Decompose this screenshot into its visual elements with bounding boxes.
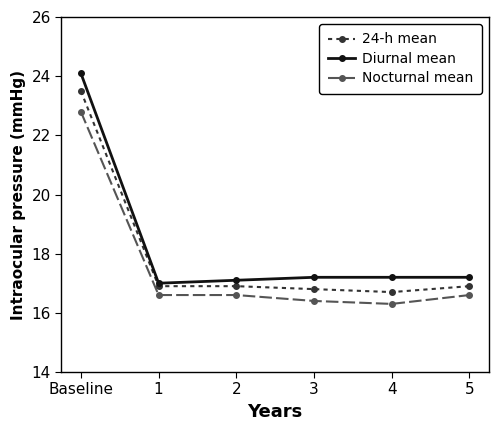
Diurnal mean: [156, 281, 162, 286]
24-h mean: [388, 289, 394, 295]
Diurnal mean: [466, 275, 472, 280]
Diurnal mean: [234, 278, 239, 283]
24-h mean: [78, 89, 84, 94]
Nocturnal mean: [388, 302, 394, 307]
24-h mean: [466, 283, 472, 289]
Nocturnal mean: [78, 109, 84, 114]
Diurnal mean: [78, 71, 84, 76]
X-axis label: Years: Years: [248, 403, 303, 421]
Diurnal mean: [388, 275, 394, 280]
24-h mean: [234, 283, 239, 289]
Legend: 24-h mean, Diurnal mean, Nocturnal mean: 24-h mean, Diurnal mean, Nocturnal mean: [320, 24, 482, 94]
Nocturnal mean: [234, 292, 239, 298]
Line: Nocturnal mean: Nocturnal mean: [78, 109, 472, 307]
Line: Diurnal mean: Diurnal mean: [78, 70, 472, 286]
24-h mean: [156, 283, 162, 289]
Line: 24-h mean: 24-h mean: [78, 88, 472, 295]
Nocturnal mean: [311, 299, 317, 304]
Diurnal mean: [311, 275, 317, 280]
Nocturnal mean: [466, 292, 472, 298]
Y-axis label: Intraocular pressure (mmHg): Intraocular pressure (mmHg): [11, 70, 26, 320]
Nocturnal mean: [156, 292, 162, 298]
24-h mean: [311, 286, 317, 292]
